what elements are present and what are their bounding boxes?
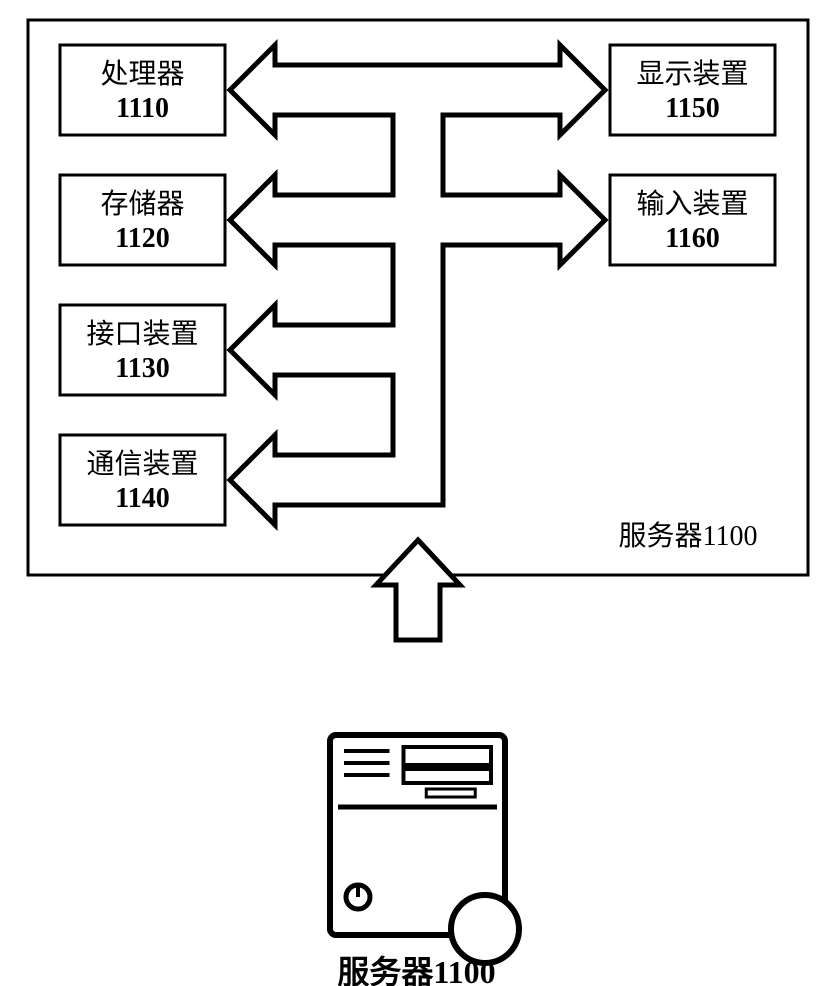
server-inner-label: 服务器1100	[619, 520, 758, 552]
display-box-number: 1150	[665, 93, 719, 124]
input-box-number: 1160	[665, 223, 719, 254]
comm-box-label: 通信装置	[86, 448, 198, 480]
input-box: 输入装置1160	[610, 175, 775, 265]
display-box: 显示装置1150	[610, 45, 775, 135]
processor-box-number: 1110	[116, 93, 169, 124]
interface-box: 接口装置1130	[60, 305, 225, 395]
input-box-label: 输入装置	[636, 188, 748, 220]
comm-box-number: 1140	[115, 483, 169, 514]
storage-box: 存储器1120	[60, 175, 225, 265]
storage-box-label: 存储器	[100, 188, 184, 220]
interface-box-number: 1130	[115, 353, 169, 384]
processor-box: 处理器1110	[60, 45, 225, 135]
server-icon	[330, 735, 519, 963]
interface-box-label: 接口装置	[86, 318, 198, 350]
server-bottom-label: 服务器1100	[337, 954, 495, 986]
display-box-label: 显示装置	[636, 58, 748, 90]
processor-box-label: 处理器	[100, 58, 184, 90]
storage-box-number: 1120	[115, 223, 169, 254]
comm-box: 通信装置1140	[60, 435, 225, 525]
